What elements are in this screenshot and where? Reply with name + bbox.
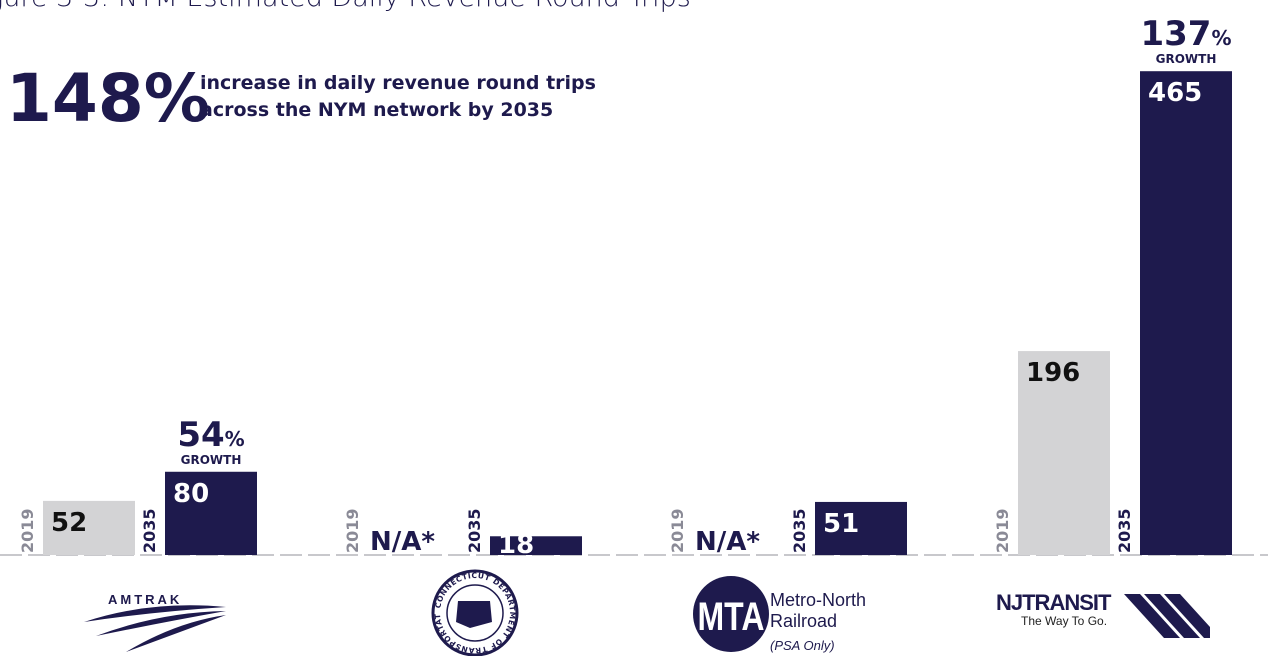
growth-value: 137% — [1140, 14, 1231, 54]
category-label: NJTRANSIT — [996, 590, 1111, 615]
headline-unit: % — [144, 60, 210, 137]
category-subtitle: The Way To Go. — [1021, 614, 1108, 628]
series-label: 2035 — [1115, 508, 1134, 553]
bar — [490, 536, 582, 555]
series-label: 2019 — [18, 508, 37, 553]
series-label: 2019 — [993, 508, 1012, 553]
bar — [1140, 71, 1232, 556]
bar — [43, 500, 135, 555]
headline-value: 148% — [6, 60, 210, 137]
series-label: 2019 — [668, 508, 687, 553]
series-label: 2019 — [343, 508, 362, 553]
growth-number: 137 — [1140, 14, 1211, 54]
value-label: 52 — [51, 508, 87, 538]
bar — [815, 501, 907, 555]
growth-unit: % — [225, 427, 245, 451]
growth-unit: % — [1211, 26, 1231, 50]
series-label: 2035 — [140, 508, 159, 553]
growth-value: 54% — [177, 415, 244, 455]
ct-state — [456, 601, 492, 628]
value-label: 465 — [1148, 78, 1202, 108]
headline-text: increase in daily revenue round trips — [200, 72, 596, 94]
category-label: AMTRAK — [108, 592, 183, 607]
value-label: 196 — [1026, 358, 1080, 388]
headline-text: across the NYM network by 2035 — [200, 99, 553, 121]
value-label: 80 — [173, 479, 209, 509]
category-subtitle: (PSA Only) — [770, 638, 835, 653]
series-label: 2035 — [465, 508, 484, 553]
headline-number: 148 — [6, 60, 144, 137]
njt-stripes — [1124, 594, 1210, 638]
category-label: Metro-North Railroad — [770, 590, 867, 631]
value-label: 51 — [823, 509, 859, 539]
chart-title: Figure 3-3: NYM Estimated Daily Revenue … — [0, 0, 691, 13]
value-label: N/A* — [695, 527, 760, 557]
amtrak-swoosh — [84, 605, 226, 652]
ct-seal-ring — [446, 584, 504, 642]
mta-badge — [693, 576, 769, 652]
growth-number: 54 — [177, 415, 224, 455]
value-label: 18 — [498, 530, 534, 560]
series-label: 2035 — [790, 508, 809, 553]
bar — [1018, 351, 1110, 555]
bar — [165, 471, 257, 555]
growth-label: GROWTH — [181, 453, 242, 467]
badge-label: MTA — [698, 594, 765, 639]
value-label: N/A* — [370, 527, 435, 557]
growth-label: GROWTH — [1156, 52, 1217, 66]
